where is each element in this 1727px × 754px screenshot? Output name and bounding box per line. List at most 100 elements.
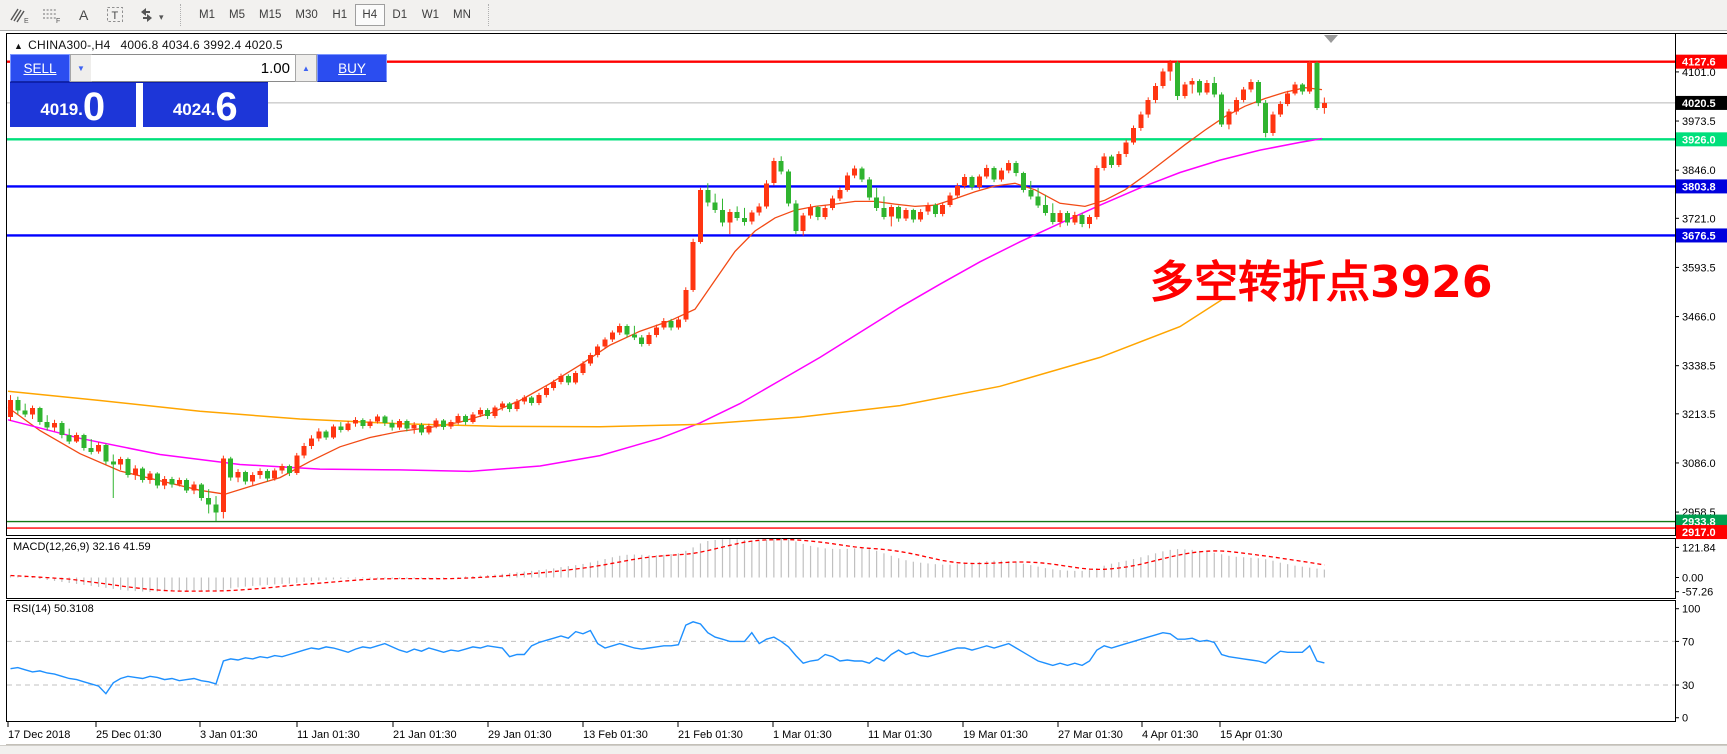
turning-point-annotation: 多空转折点3926	[1150, 257, 1492, 308]
buy-button[interactable]: BUY	[317, 54, 387, 82]
svg-text:▾: ▾	[159, 12, 164, 22]
time-tick-label: 21 Jan 01:30	[393, 729, 457, 741]
buy-price[interactable]: 4024. 6	[142, 83, 268, 129]
level-lines	[7, 60, 1675, 529]
toolbar: E F A T ▾ M1 M5 M15 M30 H1 H4 D1 W1	[0, 0, 1727, 31]
timeframe-button-h4[interactable]: H4	[354, 4, 385, 26]
time-tick-label: 11 Mar 01:30	[868, 729, 932, 741]
fast-ma-line	[7, 87, 1323, 495]
buy-price-pip: 6	[215, 85, 238, 129]
price-tick-label: 3973.5	[1682, 116, 1716, 128]
price-badge-label: 4020.5	[1682, 98, 1716, 110]
toolbar-separator	[180, 4, 185, 26]
grid-icon[interactable]: F	[38, 3, 66, 27]
candles-layer	[8, 59, 1327, 522]
pattern-draw-icon[interactable]: E	[6, 3, 34, 27]
time-tick-label: 13 Feb 01:30	[583, 729, 648, 741]
trade-controls-row: SELL ▼ ▲ BUY	[10, 54, 387, 82]
time-tick-label: 4 Apr 01:30	[1142, 729, 1198, 741]
volume-increase-button[interactable]: ▲	[295, 54, 317, 82]
rsi-tick-label: 0	[1682, 713, 1688, 725]
sell-price-main: 4019.	[40, 100, 83, 119]
svg-text:E: E	[24, 18, 29, 25]
moving-averages	[7, 87, 1323, 495]
time-tick-label: 17 Dec 2018	[8, 729, 70, 741]
time-tick-label: 1 Mar 01:30	[773, 729, 832, 741]
buy-price-main: 4024.	[172, 100, 216, 119]
time-tick-label: 29 Jan 01:30	[488, 729, 552, 741]
timeframe-button-m5[interactable]: M5	[222, 4, 252, 26]
volume-spinner: ▼ ▲	[70, 54, 317, 82]
chart-shift-marker	[1324, 35, 1338, 43]
timeframe-group: M1 M5 M15 M30 H1 H4 D1 W1 MN	[192, 4, 478, 26]
rsi-line	[10, 621, 1325, 695]
price-badge-label: 2917.0	[1682, 527, 1716, 539]
sell-price-pip: 0	[82, 85, 106, 129]
time-tick-label: 15 Apr 01:30	[1220, 729, 1282, 741]
status-bar	[0, 745, 1727, 754]
svg-text:T: T	[112, 10, 119, 22]
macd-indicator-label: MACD(12,26,9) 32.16 41.59	[13, 541, 151, 553]
symbol-label: CHINA300-,H4	[28, 38, 111, 52]
rsi-indicator-label: RSI(14) 50.3108	[13, 603, 94, 615]
price-badges: 4127.63926.03803.83676.52933.82917.04020…	[1676, 54, 1727, 540]
svg-text:F: F	[56, 18, 60, 25]
time-tick-label: 21 Feb 01:30	[678, 729, 743, 741]
macd-tick-label: 121.84	[1682, 542, 1716, 554]
sell-button[interactable]: SELL	[10, 54, 70, 82]
timeframe-button-m15[interactable]: M15	[252, 4, 288, 26]
one-click-trade-panel: SELL ▼ ▲ BUY 4019.0 4024.6	[10, 54, 387, 127]
rsi-tick-label: 70	[1682, 636, 1694, 648]
medium-ma-line	[7, 137, 1323, 473]
svg-text:A: A	[79, 7, 89, 23]
price-tick-label: 3213.5	[1682, 409, 1716, 421]
price-tick-label: 3846.0	[1682, 165, 1716, 177]
rsi-panel: 100 70 30 0 RSI(14) 50.3108	[7, 603, 1700, 725]
price-tick-label: 3338.5	[1682, 361, 1716, 373]
price-divider	[135, 83, 143, 127]
ohlc-values: 4006.8 4034.6 3992.4 4020.5	[120, 38, 283, 52]
macd-signal-line	[10, 538, 1325, 592]
price-tick-label: 3466.0	[1682, 312, 1716, 324]
volume-input[interactable]	[91, 55, 296, 81]
toolbar-separator-2	[487, 4, 493, 26]
price-badge-label: 3926.0	[1682, 134, 1716, 146]
slow-ma-line	[7, 298, 1223, 428]
time-axis: 17 Dec 2018 25 Dec 01:30 3 Jan 01:30 11 Jan…	[7, 722, 1282, 741]
time-tick-label: 19 Mar 01:30	[963, 729, 1028, 741]
annotation-layer: 多空转折点3926	[1150, 257, 1492, 308]
price-tick-label: 3086.0	[1682, 458, 1716, 470]
time-tick-label: 25 Dec 01:30	[96, 729, 161, 741]
trade-prices-row: 4019. 0 4024. 6	[10, 83, 268, 127]
chart-title-bar: ▲ CHINA300-,H4 4006.8 4034.6 3992.4 4020.5	[14, 38, 283, 52]
arrows-style-dropdown[interactable]: ▾	[134, 3, 170, 27]
price-tick-label: 3593.5	[1682, 262, 1716, 274]
time-tick-label: 27 Mar 01:30	[1058, 729, 1123, 741]
macd-panel: 121.84 0.00 -57.26 MACD(12,26,9) 32.16 41.5…	[9, 538, 1716, 599]
timeframe-button-w1[interactable]: W1	[415, 4, 446, 26]
sell-price[interactable]: 4019. 0	[10, 83, 136, 127]
price-tick-label: 4101.0	[1682, 67, 1716, 79]
text-label-icon[interactable]: A	[70, 3, 98, 27]
timeframe-button-h1[interactable]: H1	[325, 4, 355, 26]
time-tick-label: 3 Jan 01:30	[200, 729, 258, 741]
price-badge-label: 3803.8	[1682, 181, 1716, 193]
text-box-icon[interactable]: T	[102, 3, 130, 27]
volume-decrease-button[interactable]: ▼	[70, 54, 92, 82]
timeframe-button-d1[interactable]: D1	[385, 4, 415, 26]
timeframe-button-m1[interactable]: M1	[192, 4, 222, 26]
collapse-arrow-icon[interactable]: ▲	[14, 41, 24, 51]
rsi-tick-label: 30	[1682, 680, 1694, 692]
price-tick-label: 3721.0	[1682, 213, 1716, 225]
timeframe-button-mn[interactable]: MN	[446, 4, 478, 26]
shift-marker-layer	[1324, 35, 1338, 43]
drawing-tools-group: E F A T ▾	[6, 3, 170, 27]
timeframe-button-m30[interactable]: M30	[288, 4, 324, 26]
macd-tick-label: 0.00	[1682, 573, 1703, 585]
rsi-tick-label: 100	[1682, 604, 1700, 616]
price-badge-label: 4127.6	[1682, 57, 1716, 69]
macd-tick-label: -57.26	[1682, 587, 1713, 599]
price-badge-label: 3676.5	[1682, 230, 1716, 242]
